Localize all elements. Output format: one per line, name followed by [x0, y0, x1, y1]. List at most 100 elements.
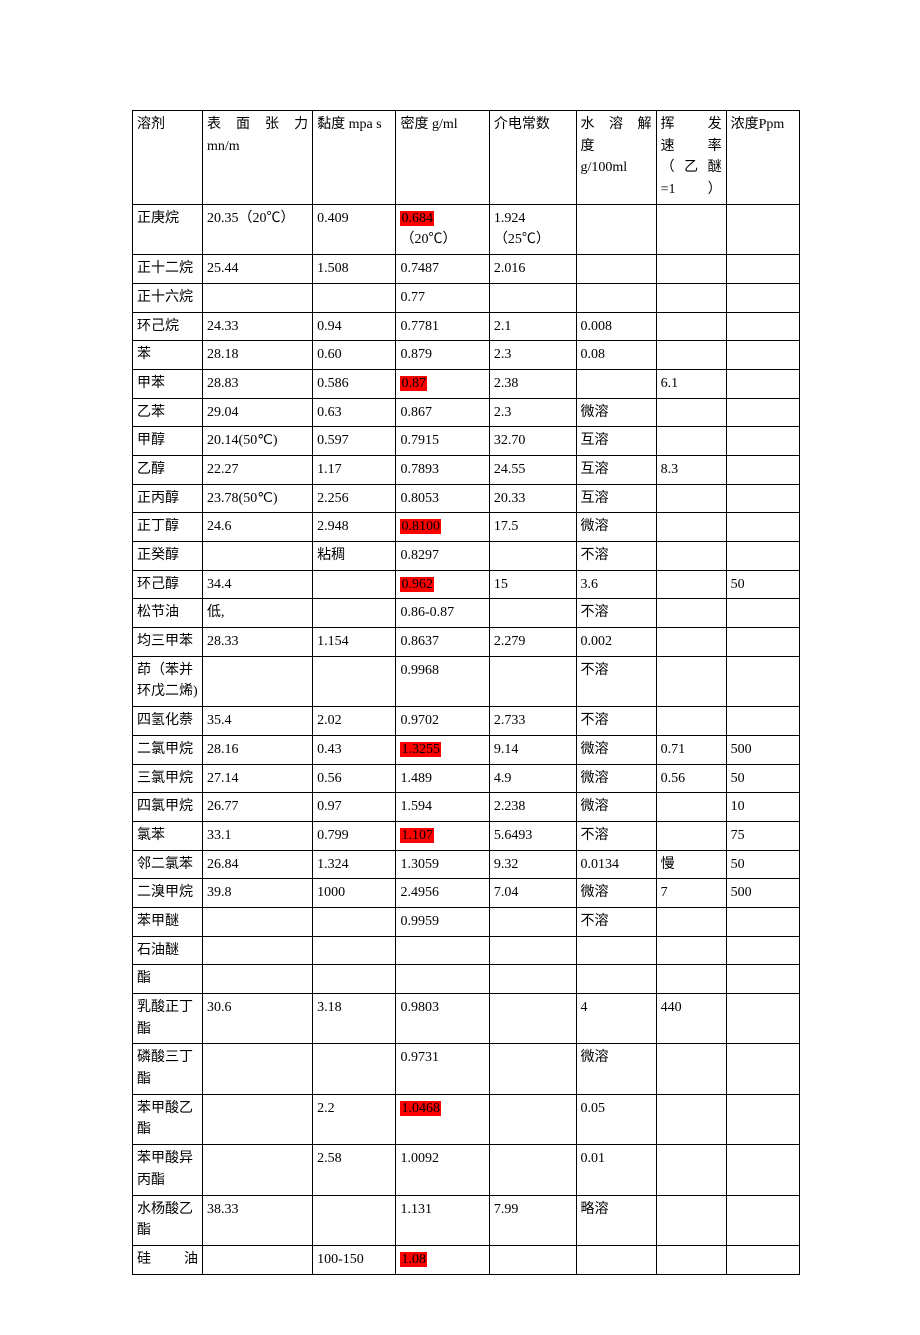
column-header: 黏度 mpa s [313, 111, 396, 205]
table-cell: 2.38 [489, 369, 576, 398]
table-cell: 0.97 [313, 793, 396, 822]
table-cell: 0.008 [576, 312, 656, 341]
table-cell: 2.58 [313, 1145, 396, 1195]
table-cell: 微溶 [576, 1044, 656, 1094]
table-cell: 50 [726, 764, 799, 793]
table-cell [656, 1245, 726, 1274]
table-cell: 7.99 [489, 1195, 576, 1245]
table-cell [656, 936, 726, 965]
table-cell: 正十六烷 [133, 283, 203, 312]
table-cell: 1000 [313, 879, 396, 908]
table-cell: 2.238 [489, 793, 576, 822]
table-cell [656, 1195, 726, 1245]
table-cell: 0.409 [313, 204, 396, 254]
table-cell: 1.3059 [396, 850, 489, 879]
table-cell [313, 283, 396, 312]
table-cell: 硅油 [133, 1245, 203, 1274]
table-cell [313, 599, 396, 628]
table-cell: 乳酸正丁酯 [133, 994, 203, 1044]
table-cell: 0.7487 [396, 255, 489, 284]
table-cell: 苯甲酸乙酯 [133, 1094, 203, 1144]
table-cell: 35.4 [203, 707, 313, 736]
table-cell [656, 204, 726, 254]
table-cell [576, 1245, 656, 1274]
table-cell: 2.3 [489, 398, 576, 427]
table-cell [726, 542, 799, 571]
table-cell [489, 283, 576, 312]
table-cell [203, 1044, 313, 1094]
table-cell: 环己醇 [133, 570, 203, 599]
table-cell: 0.86-0.87 [396, 599, 489, 628]
table-cell: 苯 [133, 341, 203, 370]
table-cell [656, 1145, 726, 1195]
table-cell: 1.0468 [396, 1094, 489, 1144]
table-cell: 0.7915 [396, 427, 489, 456]
table-cell: 0.77 [396, 283, 489, 312]
table-cell [313, 570, 396, 599]
table-cell: 0.56 [313, 764, 396, 793]
table-cell: 24.33 [203, 312, 313, 341]
column-header: 浓度Ppm [726, 111, 799, 205]
table-cell: 0.9702 [396, 707, 489, 736]
table-cell: 0.9731 [396, 1044, 489, 1094]
table-cell: 28.18 [203, 341, 313, 370]
table-cell [726, 484, 799, 513]
table-cell [576, 283, 656, 312]
table-row: 磷酸三丁酯0.9731微溶 [133, 1044, 800, 1094]
table-cell: 0.05 [576, 1094, 656, 1144]
table-cell [203, 907, 313, 936]
table-row: 乙醇22.271.170.789324.55互溶8.3 [133, 455, 800, 484]
table-cell [396, 936, 489, 965]
table-cell [576, 965, 656, 994]
table-cell [203, 965, 313, 994]
table-row: 正十六烷 0.77 [133, 283, 800, 312]
table-cell: 38.33 [203, 1195, 313, 1245]
table-cell [656, 542, 726, 571]
table-cell: 29.04 [203, 398, 313, 427]
table-cell [313, 936, 396, 965]
table-cell: 低, [203, 599, 313, 628]
table-cell [726, 455, 799, 484]
table-cell: 2.2 [313, 1094, 396, 1144]
table-cell: 略溶 [576, 1195, 656, 1245]
table-row: 二氯甲烷28.160.431.32559.14微溶0.71500 [133, 735, 800, 764]
table-cell: 微溶 [576, 398, 656, 427]
table-cell: 30.6 [203, 994, 313, 1044]
table-cell: 均三甲苯 [133, 628, 203, 657]
table-cell: 3.18 [313, 994, 396, 1044]
table-row: 甲醇20.14(50℃)0.5970.791532.70互溶 [133, 427, 800, 456]
table-cell [726, 1195, 799, 1245]
table-row: 二溴甲烷39.810002.49567.04微溶7500 [133, 879, 800, 908]
table-cell: 500 [726, 735, 799, 764]
table-cell [726, 707, 799, 736]
table-cell: 邻二氯苯 [133, 850, 203, 879]
table-cell: 0.08 [576, 341, 656, 370]
table-cell [576, 204, 656, 254]
table-cell: 石油醚 [133, 936, 203, 965]
table-cell: 正癸醇 [133, 542, 203, 571]
column-header: 挥发速率（乙醚=1） [656, 111, 726, 205]
table-cell: 0.0134 [576, 850, 656, 879]
table-cell [726, 628, 799, 657]
table-cell [203, 1145, 313, 1195]
table-cell: 28.33 [203, 628, 313, 657]
table-cell [656, 1044, 726, 1094]
table-cell [726, 341, 799, 370]
table-cell: 不溶 [576, 656, 656, 706]
table-cell: 松节油 [133, 599, 203, 628]
table-cell: 4.9 [489, 764, 576, 793]
table-row: 甲苯28.830.5860.872.386.1 [133, 369, 800, 398]
table-cell: 酯 [133, 965, 203, 994]
table-cell: 50 [726, 850, 799, 879]
table-cell [576, 369, 656, 398]
table-cell [726, 994, 799, 1044]
table-cell: 正十二烷 [133, 255, 203, 284]
table-cell [656, 793, 726, 822]
table-cell: 2.3 [489, 341, 576, 370]
table-cell: 0.01 [576, 1145, 656, 1195]
table-cell: 26.77 [203, 793, 313, 822]
table-cell [656, 570, 726, 599]
table-row: 松节油低,0.86-0.87不溶 [133, 599, 800, 628]
table-cell: 2.1 [489, 312, 576, 341]
table-cell: 0.8297 [396, 542, 489, 571]
